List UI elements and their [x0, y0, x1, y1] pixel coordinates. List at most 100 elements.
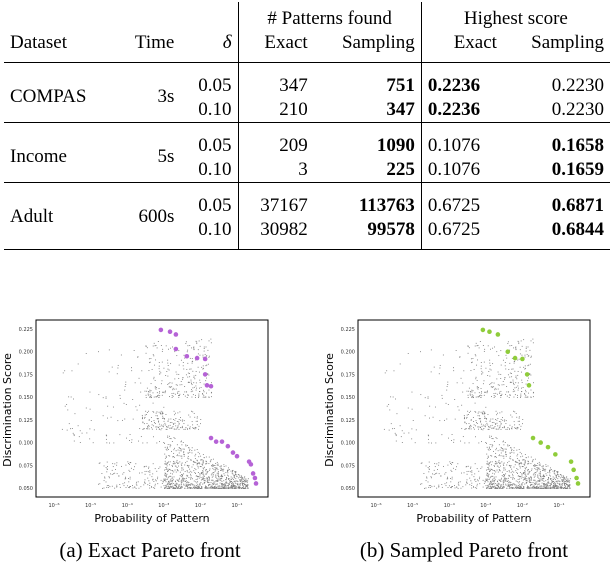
data-point [156, 442, 158, 444]
data-point [511, 426, 513, 428]
data-point [531, 469, 533, 471]
table-row: Adult 600s 0.05 37167 113763 0.6725 0.6871 [4, 182, 610, 229]
data-point [446, 418, 448, 420]
data-point [175, 482, 177, 484]
data-point [480, 365, 482, 367]
data-point [492, 347, 494, 349]
pareto-point [219, 439, 225, 444]
data-point [514, 394, 516, 396]
data-point [223, 464, 225, 466]
data-point [476, 485, 478, 487]
pareto-point [526, 383, 532, 388]
data-point [181, 420, 183, 422]
data-point [524, 454, 526, 456]
data-point [548, 481, 550, 483]
data-point [173, 487, 175, 489]
data-point [518, 459, 520, 461]
data-point [501, 477, 503, 479]
data-point [133, 350, 135, 351]
data-point [542, 469, 544, 471]
data-point [106, 471, 108, 473]
data-point [156, 347, 158, 349]
data-point [213, 469, 215, 471]
col-delta: δ [180, 31, 239, 63]
data-point [471, 396, 473, 398]
data-point [464, 417, 465, 419]
data-point [214, 467, 216, 469]
data-point [162, 417, 164, 419]
data-point [218, 487, 220, 489]
data-point [194, 394, 196, 396]
data-point [469, 425, 471, 427]
data-point [153, 376, 155, 378]
data-point [62, 372, 64, 374]
data-point [219, 487, 221, 489]
data-point [167, 375, 169, 377]
data-point [465, 428, 467, 430]
data-point [492, 470, 494, 471]
data-point [149, 361, 151, 363]
data-point [159, 413, 161, 415]
data-point [208, 456, 210, 458]
data-point [112, 463, 114, 465]
data-point [90, 420, 92, 421]
data-point [516, 416, 518, 418]
data-point [232, 471, 234, 473]
data-point [175, 384, 177, 386]
data-point [533, 391, 535, 393]
data-point [493, 476, 495, 478]
data-point [519, 481, 521, 483]
data-point [166, 476, 167, 478]
data-point [539, 464, 541, 466]
data-point [491, 382, 493, 384]
data-point [500, 452, 502, 454]
data-point [167, 359, 169, 361]
data-point [433, 485, 435, 487]
data-point [497, 480, 498, 482]
data-point [520, 393, 522, 395]
data-point [486, 418, 488, 420]
data-point [200, 459, 202, 461]
data-point [200, 455, 202, 457]
data-point [478, 426, 480, 428]
data-point [490, 483, 492, 485]
data-point [425, 480, 427, 482]
data-point [241, 480, 243, 482]
data-point [210, 487, 212, 489]
data-point [176, 355, 178, 357]
data-point [146, 390, 148, 392]
data-point [175, 485, 177, 487]
data-point [552, 476, 554, 478]
data-point [164, 418, 166, 420]
data-point [457, 487, 459, 489]
data-point [175, 425, 177, 427]
data-point [434, 463, 436, 465]
data-point [235, 474, 236, 476]
data-point [209, 487, 211, 489]
data-point [532, 392, 534, 394]
data-point [161, 394, 163, 396]
data-point [503, 475, 505, 477]
data-point [522, 455, 524, 457]
data-point [86, 432, 88, 434]
data-point [525, 478, 527, 479]
data-point [394, 432, 396, 434]
data-point [208, 485, 210, 487]
data-point [562, 487, 564, 489]
data-point [229, 479, 231, 481]
data-point [491, 386, 493, 388]
data-point [477, 480, 479, 482]
data-point [564, 484, 565, 486]
data-point [168, 386, 170, 388]
data-point [178, 395, 179, 397]
data-point [553, 483, 555, 485]
data-point [181, 487, 183, 489]
data-point [509, 372, 511, 374]
data-point [496, 428, 498, 430]
data-point [246, 479, 248, 481]
data-point [565, 481, 566, 482]
data-point [475, 342, 477, 344]
data-point [508, 444, 510, 446]
data-point [180, 480, 182, 482]
data-point [457, 406, 459, 408]
